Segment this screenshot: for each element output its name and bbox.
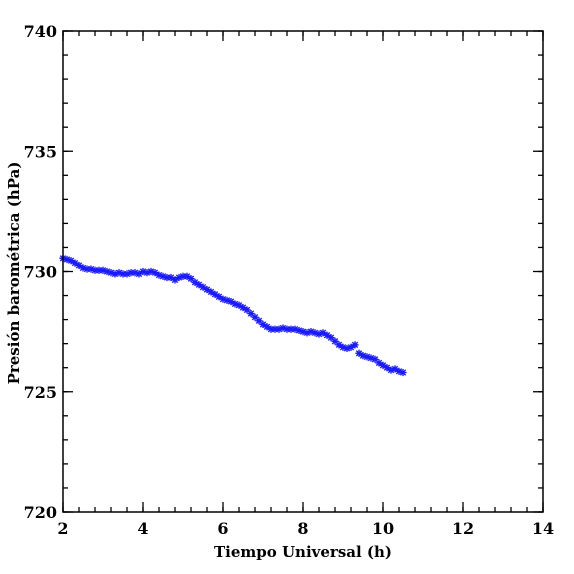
- x-axis-label: Tiempo Universal (h): [214, 543, 392, 561]
- y-tick-label: 740: [24, 22, 57, 41]
- y-tick-label: 725: [24, 383, 57, 402]
- data-point: [399, 368, 407, 377]
- x-tick-label: 2: [57, 519, 68, 538]
- plot-frame: [62, 30, 544, 513]
- x-tick-label: 4: [137, 519, 148, 538]
- x-tick-label: 8: [297, 519, 308, 538]
- y-tick-label: 730: [24, 263, 57, 282]
- x-tick-label: 10: [372, 519, 394, 538]
- x-tick-label: 12: [452, 519, 474, 538]
- y-tick-label: 720: [24, 503, 57, 522]
- y-axis-label: Presión barométrica (hPa): [5, 162, 23, 385]
- data-point: [215, 293, 223, 301]
- data-points: [59, 254, 407, 377]
- y-tick-label: 735: [24, 142, 57, 161]
- x-tick-label: 6: [217, 519, 228, 538]
- axis-tick-labels: 2 4 6 8 10 12 14 720 725 730 735 740: [24, 22, 555, 538]
- data-point: [351, 341, 359, 349]
- x-tick-label: 14: [532, 519, 554, 538]
